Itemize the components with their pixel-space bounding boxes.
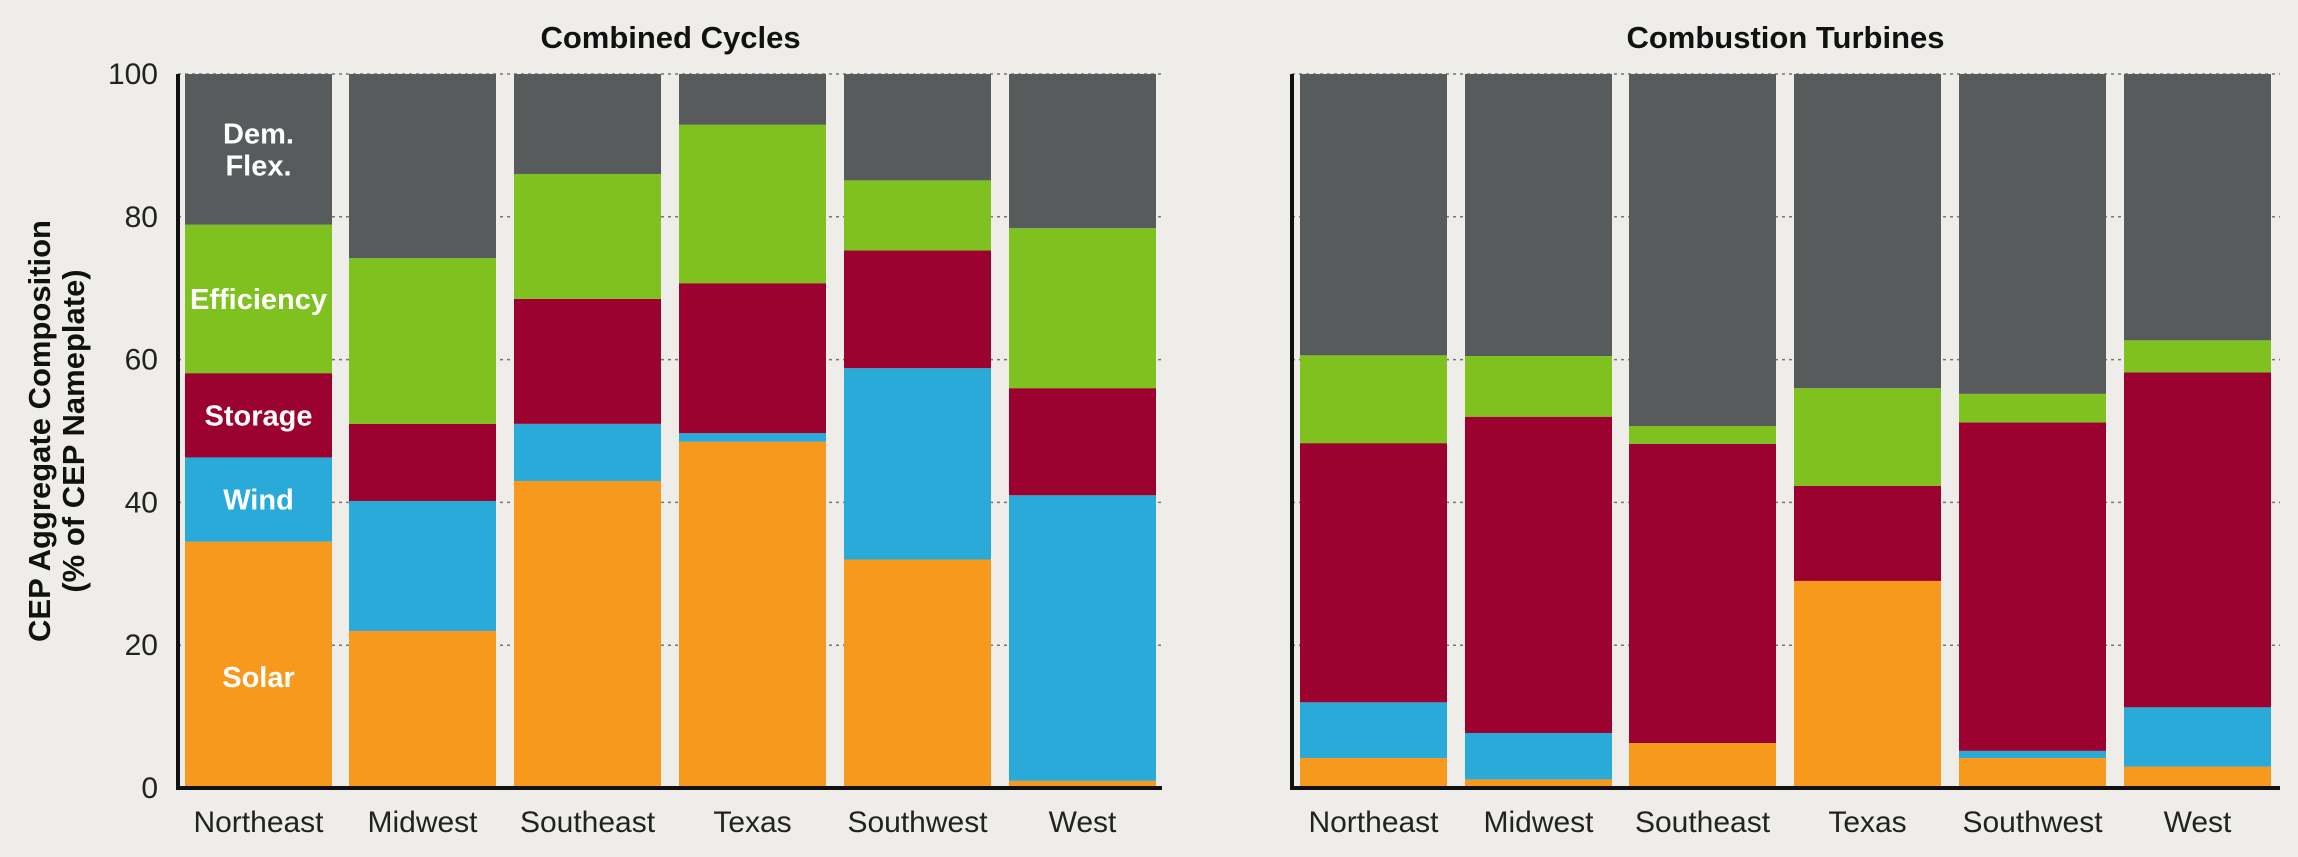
bar-efficiency-midwest xyxy=(1465,356,1612,417)
bar-dem-flex-southwest xyxy=(1959,74,2106,394)
series-label-efficiency: Efficiency xyxy=(190,284,327,316)
bar-solar-texas xyxy=(1794,580,1941,788)
series-label-storage: Storage xyxy=(205,400,313,432)
bar-dem-flex-texas xyxy=(679,74,826,125)
x-tick-label: Southwest xyxy=(847,806,988,839)
bar-storage-northeast xyxy=(1300,443,1447,703)
bar-storage-southwest xyxy=(844,250,991,369)
bar-efficiency-northeast xyxy=(1300,355,1447,444)
bar-storage-southeast xyxy=(514,298,661,424)
x-tick-label: Southeast xyxy=(1635,806,1771,839)
bar-solar-midwest xyxy=(1465,779,1612,788)
series-label-solar: Solar xyxy=(222,662,295,694)
series-label-dem-flex: Dem. Flex. xyxy=(223,118,294,182)
bar-dem-flex-southeast xyxy=(1629,74,1776,427)
panel-combined-cycles: Combined Cycles Northeast Midwest Southeast… xyxy=(22,20,1162,839)
bar-efficiency-southwest xyxy=(1959,393,2106,423)
bar-solar-texas xyxy=(679,441,826,788)
bar-wind-southwest xyxy=(844,368,991,560)
bar-wind-southeast xyxy=(514,423,661,481)
bar-storage-northeast xyxy=(185,373,332,458)
bar-efficiency-texas xyxy=(679,124,826,284)
bar-efficiency-southwest xyxy=(844,180,991,251)
bar-storage-texas xyxy=(679,283,826,434)
x-tick-label: Midwest xyxy=(1483,806,1594,839)
bar-dem-flex-southeast xyxy=(514,74,661,174)
bar-solar-southeast xyxy=(514,480,661,788)
x-tick-label: Northeast xyxy=(1308,806,1439,839)
bar-dem-flex-southwest xyxy=(844,74,991,181)
x-tick-label: Southeast xyxy=(520,806,656,839)
bar-efficiency-northeast xyxy=(185,224,332,374)
bar-wind-west xyxy=(2124,707,2271,767)
x-tick-label: West xyxy=(1049,806,1117,839)
bar-dem-flex-texas xyxy=(1794,74,1941,389)
bar-solar-southwest xyxy=(1959,758,2106,788)
bar-solar-midwest xyxy=(349,630,496,788)
bar-solar-southwest xyxy=(844,559,991,788)
bar-storage-midwest xyxy=(1465,416,1612,734)
y-tick-label: 0 xyxy=(141,772,158,805)
bar-storage-texas xyxy=(1794,485,1941,581)
x-tick-label: Southwest xyxy=(1962,806,2103,839)
panel-title: Combined Cycles xyxy=(540,20,800,55)
bar-solar-southeast xyxy=(1629,743,1776,788)
bar-dem-flex-west xyxy=(2124,74,2271,341)
x-tick-label: Texas xyxy=(713,806,791,839)
bar-dem-flex-northeast xyxy=(1300,74,1447,356)
bar-dem-flex-northeast xyxy=(185,74,332,225)
bar-wind-northeast xyxy=(1300,702,1447,759)
series-label-wind: Wind xyxy=(223,485,294,517)
x-tick-label: Northeast xyxy=(193,806,324,839)
bar-efficiency-west xyxy=(1009,228,1156,389)
bar-efficiency-southeast xyxy=(1629,426,1776,444)
y-tick-label: 100 xyxy=(108,58,158,91)
x-tick-label: West xyxy=(2164,806,2232,839)
bar-solar-west xyxy=(2124,766,2271,788)
bar-efficiency-west xyxy=(2124,340,2271,373)
panel-combustion-turbines: Combustion Turbines Northeast Midwest South… xyxy=(1290,20,2280,839)
bar-storage-west xyxy=(1009,388,1156,496)
bar-wind-midwest xyxy=(1465,733,1612,780)
y-tick-label: 80 xyxy=(125,201,158,234)
bar-solar-west xyxy=(1009,780,1156,788)
bar-storage-west xyxy=(2124,372,2271,708)
bar-wind-midwest xyxy=(349,500,496,631)
bar-solar-northeast xyxy=(1300,758,1447,788)
bar-efficiency-midwest xyxy=(349,258,496,424)
bar-storage-midwest xyxy=(349,423,496,501)
x-tick-label: Texas xyxy=(1828,806,1906,839)
bar-storage-southeast xyxy=(1629,443,1776,744)
bar-storage-southwest xyxy=(1959,422,2106,751)
panel-title: Combustion Turbines xyxy=(1626,20,1944,55)
bar-wind-texas xyxy=(679,433,826,442)
bar-dem-flex-midwest xyxy=(349,74,496,259)
bar-dem-flex-west xyxy=(1009,74,1156,229)
bar-efficiency-southeast xyxy=(514,173,661,299)
bar-dem-flex-midwest xyxy=(1465,74,1612,357)
bar-wind-northeast xyxy=(185,457,332,542)
bar-wind-west xyxy=(1009,495,1156,781)
y-tick-label: 20 xyxy=(125,629,158,662)
y-axis-title: CEP Aggregate Composition(% of CEP Namep… xyxy=(22,220,91,642)
bar-solar-northeast xyxy=(185,541,332,788)
bar-wind-southwest xyxy=(1959,750,2106,759)
x-tick-label: Midwest xyxy=(367,806,478,839)
y-tick-label: 60 xyxy=(125,344,158,377)
bar-efficiency-texas xyxy=(1794,388,1941,486)
y-tick-label: 40 xyxy=(125,486,158,519)
